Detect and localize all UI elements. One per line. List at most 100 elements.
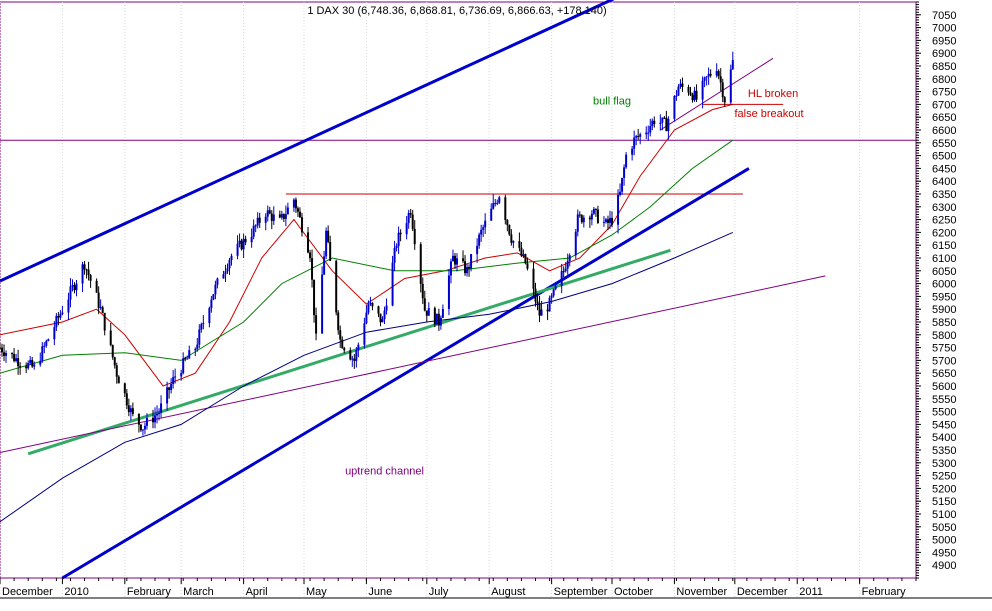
candle-body [623, 167, 626, 178]
candle-body [405, 223, 408, 235]
candle-body [236, 243, 239, 256]
x-tick-label: June [368, 586, 392, 598]
candle-body [447, 275, 450, 309]
moving-average-line [0, 231, 734, 523]
candle-body [379, 313, 382, 323]
candle-body [435, 313, 438, 325]
candle-body [266, 210, 269, 217]
y-tick-label: 5750 [932, 343, 956, 355]
y-tick-label: 6700 [932, 99, 956, 111]
price-axis: 4900495050005050510051505200525053005350… [916, 1, 956, 579]
candle-body [97, 292, 100, 308]
candle-body [174, 376, 177, 378]
y-tick-label: 6400 [932, 176, 956, 188]
y-tick-label: 6800 [932, 74, 956, 86]
candle-body [498, 197, 501, 203]
candle-body [95, 280, 98, 293]
y-tick-label: 5250 [932, 471, 956, 483]
candle-body [337, 312, 340, 331]
candle-body [353, 358, 356, 361]
candle-body [496, 202, 499, 204]
chart-title: 1 DAX 30 (6,748.36, 6,868.81, 6,736.69, … [307, 5, 606, 17]
candle-body [635, 136, 638, 138]
candle-body [272, 214, 275, 221]
y-tick-label: 7000 [932, 23, 956, 35]
candle-body [506, 220, 509, 226]
candle-body [152, 417, 155, 423]
candle-body [166, 387, 169, 404]
candle-body [180, 373, 183, 377]
candle-body [476, 245, 479, 255]
candle-body [224, 271, 227, 275]
candle-body [691, 94, 694, 101]
candle-body [689, 92, 692, 95]
candle-body [357, 344, 360, 351]
candle-body [399, 232, 402, 235]
candle-body [661, 117, 664, 123]
candle-body [717, 71, 720, 77]
candle-body [437, 313, 440, 326]
candle-body [264, 216, 267, 223]
candle-body [53, 327, 56, 340]
x-tick-label: April [246, 586, 268, 598]
candle-body [723, 97, 726, 103]
x-tick-label: May [306, 586, 327, 598]
candle-body [653, 120, 656, 124]
candle-body [522, 254, 525, 256]
candle-body [25, 366, 28, 369]
candle-body [292, 199, 295, 208]
candle-body [226, 268, 229, 272]
x-tick-label: February [862, 586, 907, 598]
candle-body [504, 197, 507, 221]
candle-body [419, 244, 422, 284]
candle-body [83, 264, 86, 270]
y-tick-label: 5000 [932, 535, 956, 547]
candle-body [39, 360, 42, 365]
candle-body [524, 254, 527, 264]
x-tick-label: November [676, 586, 727, 598]
date-axis: December 2010 February March April May June Jul… [0, 578, 917, 598]
candle-body [11, 353, 14, 355]
candle-body [562, 271, 565, 273]
candle-body [81, 264, 84, 284]
candle-body [59, 314, 62, 318]
candle-body [41, 346, 44, 361]
candle-body [33, 364, 36, 367]
candle-body [466, 266, 469, 274]
candle-body [468, 266, 471, 269]
candle-body [186, 358, 189, 360]
candle-body [560, 271, 563, 286]
y-tick-label: 5150 [932, 496, 956, 508]
candle-body [534, 288, 537, 302]
annotation-label: bull flag [593, 95, 631, 107]
candle-body [451, 255, 454, 262]
candle-body [371, 303, 374, 307]
candle-body [29, 359, 32, 364]
candle-body [703, 77, 706, 81]
candle-body [5, 353, 8, 356]
candle-body [464, 261, 467, 274]
trend-line [61, 167, 750, 580]
candle-body [343, 348, 346, 351]
candle-body [377, 306, 380, 314]
candle-body [645, 132, 648, 135]
candle-body [554, 285, 557, 290]
candle-body [184, 358, 187, 360]
annotation-label: uptrend channel [345, 465, 424, 477]
x-tick-label: 2011 [799, 586, 823, 598]
candle-body [131, 408, 134, 414]
y-tick-label: 6950 [932, 35, 956, 47]
y-tick-label: 5500 [932, 407, 956, 419]
candle-body [200, 324, 203, 330]
candle-body [202, 323, 205, 325]
y-tick-label: 6450 [932, 163, 956, 175]
candle-body [693, 90, 696, 101]
candle-body [240, 240, 243, 250]
x-tick-label: December [2, 586, 53, 598]
candle-body [520, 247, 523, 256]
candle-body [355, 350, 358, 361]
trend-line [0, 275, 826, 454]
candle-body [592, 208, 595, 214]
candle-body [538, 303, 541, 316]
candle-body [315, 315, 318, 334]
